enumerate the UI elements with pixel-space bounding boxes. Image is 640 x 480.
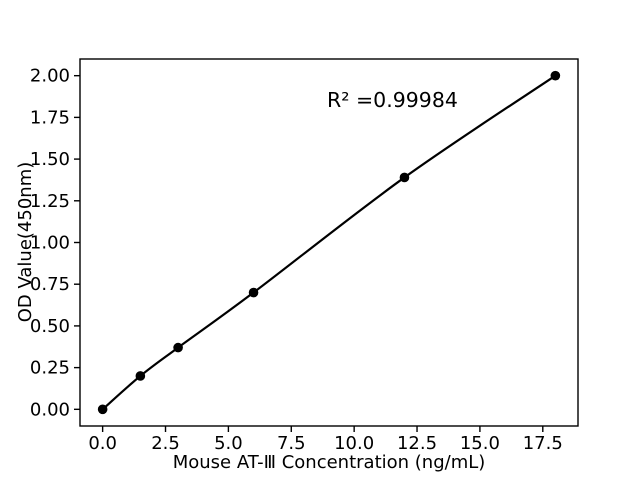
y-tick-label: 1.25 (30, 191, 70, 212)
y-tick-label: 0.75 (30, 274, 70, 295)
fit-line (101, 74, 557, 411)
x-tick-label: 15.0 (460, 433, 500, 454)
data-point (248, 287, 259, 298)
data-point (97, 404, 108, 415)
data-point (135, 371, 146, 381)
x-axis-title: Mouse AT-Ⅲ Concentration (ng/mL) (173, 452, 486, 473)
data-point (399, 172, 410, 183)
y-tick-label: 2.00 (30, 66, 70, 87)
x-tick-label: 17.5 (523, 433, 563, 454)
r-squared-annotation: R² =0.99984 (327, 88, 458, 112)
y-tick-label: 1.00 (30, 233, 70, 254)
axes-frame (79, 58, 579, 427)
x-tick-label: 2.5 (151, 433, 180, 454)
data-point (173, 342, 183, 353)
y-tick-label: 0.00 (30, 399, 70, 420)
x-tick-label: 12.5 (397, 433, 437, 454)
y-tick-label: 0.25 (30, 358, 70, 379)
y-tick-label: 1.75 (30, 107, 70, 128)
x-tick-label: 5.0 (214, 433, 243, 454)
y-axis-title: OD Value(450nm) (15, 162, 36, 323)
plot-area: 0.0 2.5 5.0 7.5 10.0 12.5 15.0 17.5 0.00 0.25 0.50… (30, 58, 579, 454)
y-tick-label: 1.50 (30, 149, 70, 170)
x-tick-label: 0.0 (88, 433, 117, 454)
data-point (550, 70, 561, 81)
x-tick-label: 10.0 (334, 433, 374, 454)
x-tick-label: 7.5 (277, 433, 306, 454)
y-tick-label: 0.50 (30, 316, 70, 337)
